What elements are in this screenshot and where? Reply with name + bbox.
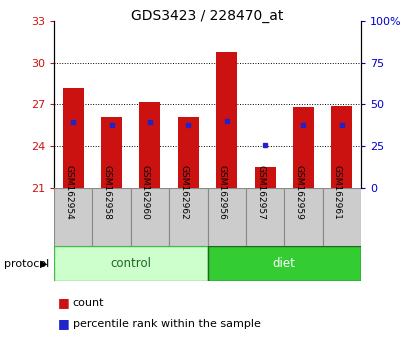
Text: GSM162961: GSM162961 xyxy=(333,165,342,220)
Text: GSM162956: GSM162956 xyxy=(218,165,227,220)
Text: GSM162954: GSM162954 xyxy=(64,165,73,220)
Bar xyxy=(178,117,199,188)
Text: GSM162958: GSM162958 xyxy=(103,165,112,220)
Bar xyxy=(293,107,314,188)
Bar xyxy=(254,167,276,188)
Bar xyxy=(216,52,237,188)
Bar xyxy=(131,188,169,246)
Bar xyxy=(63,88,84,188)
Text: protocol: protocol xyxy=(4,259,49,269)
Text: ■: ■ xyxy=(58,296,70,309)
Bar xyxy=(93,188,131,246)
Text: ▶: ▶ xyxy=(40,259,48,269)
Bar xyxy=(208,246,361,281)
Text: GSM162960: GSM162960 xyxy=(141,165,150,220)
Bar xyxy=(323,188,361,246)
Text: control: control xyxy=(110,257,151,270)
Bar xyxy=(208,188,246,246)
Text: GSM162957: GSM162957 xyxy=(256,165,265,220)
Bar xyxy=(139,102,161,188)
Text: percentile rank within the sample: percentile rank within the sample xyxy=(73,319,261,329)
Bar xyxy=(246,188,284,246)
Bar xyxy=(284,188,323,246)
Text: ■: ■ xyxy=(58,318,70,330)
Text: GSM162962: GSM162962 xyxy=(179,165,188,220)
Bar xyxy=(101,117,122,188)
Bar xyxy=(54,246,208,281)
Text: GSM162959: GSM162959 xyxy=(295,165,303,220)
Text: diet: diet xyxy=(273,257,296,270)
Text: GDS3423 / 228470_at: GDS3423 / 228470_at xyxy=(131,9,284,23)
Bar xyxy=(54,188,92,246)
Text: count: count xyxy=(73,298,104,308)
Bar xyxy=(331,106,352,188)
Bar xyxy=(169,188,208,246)
